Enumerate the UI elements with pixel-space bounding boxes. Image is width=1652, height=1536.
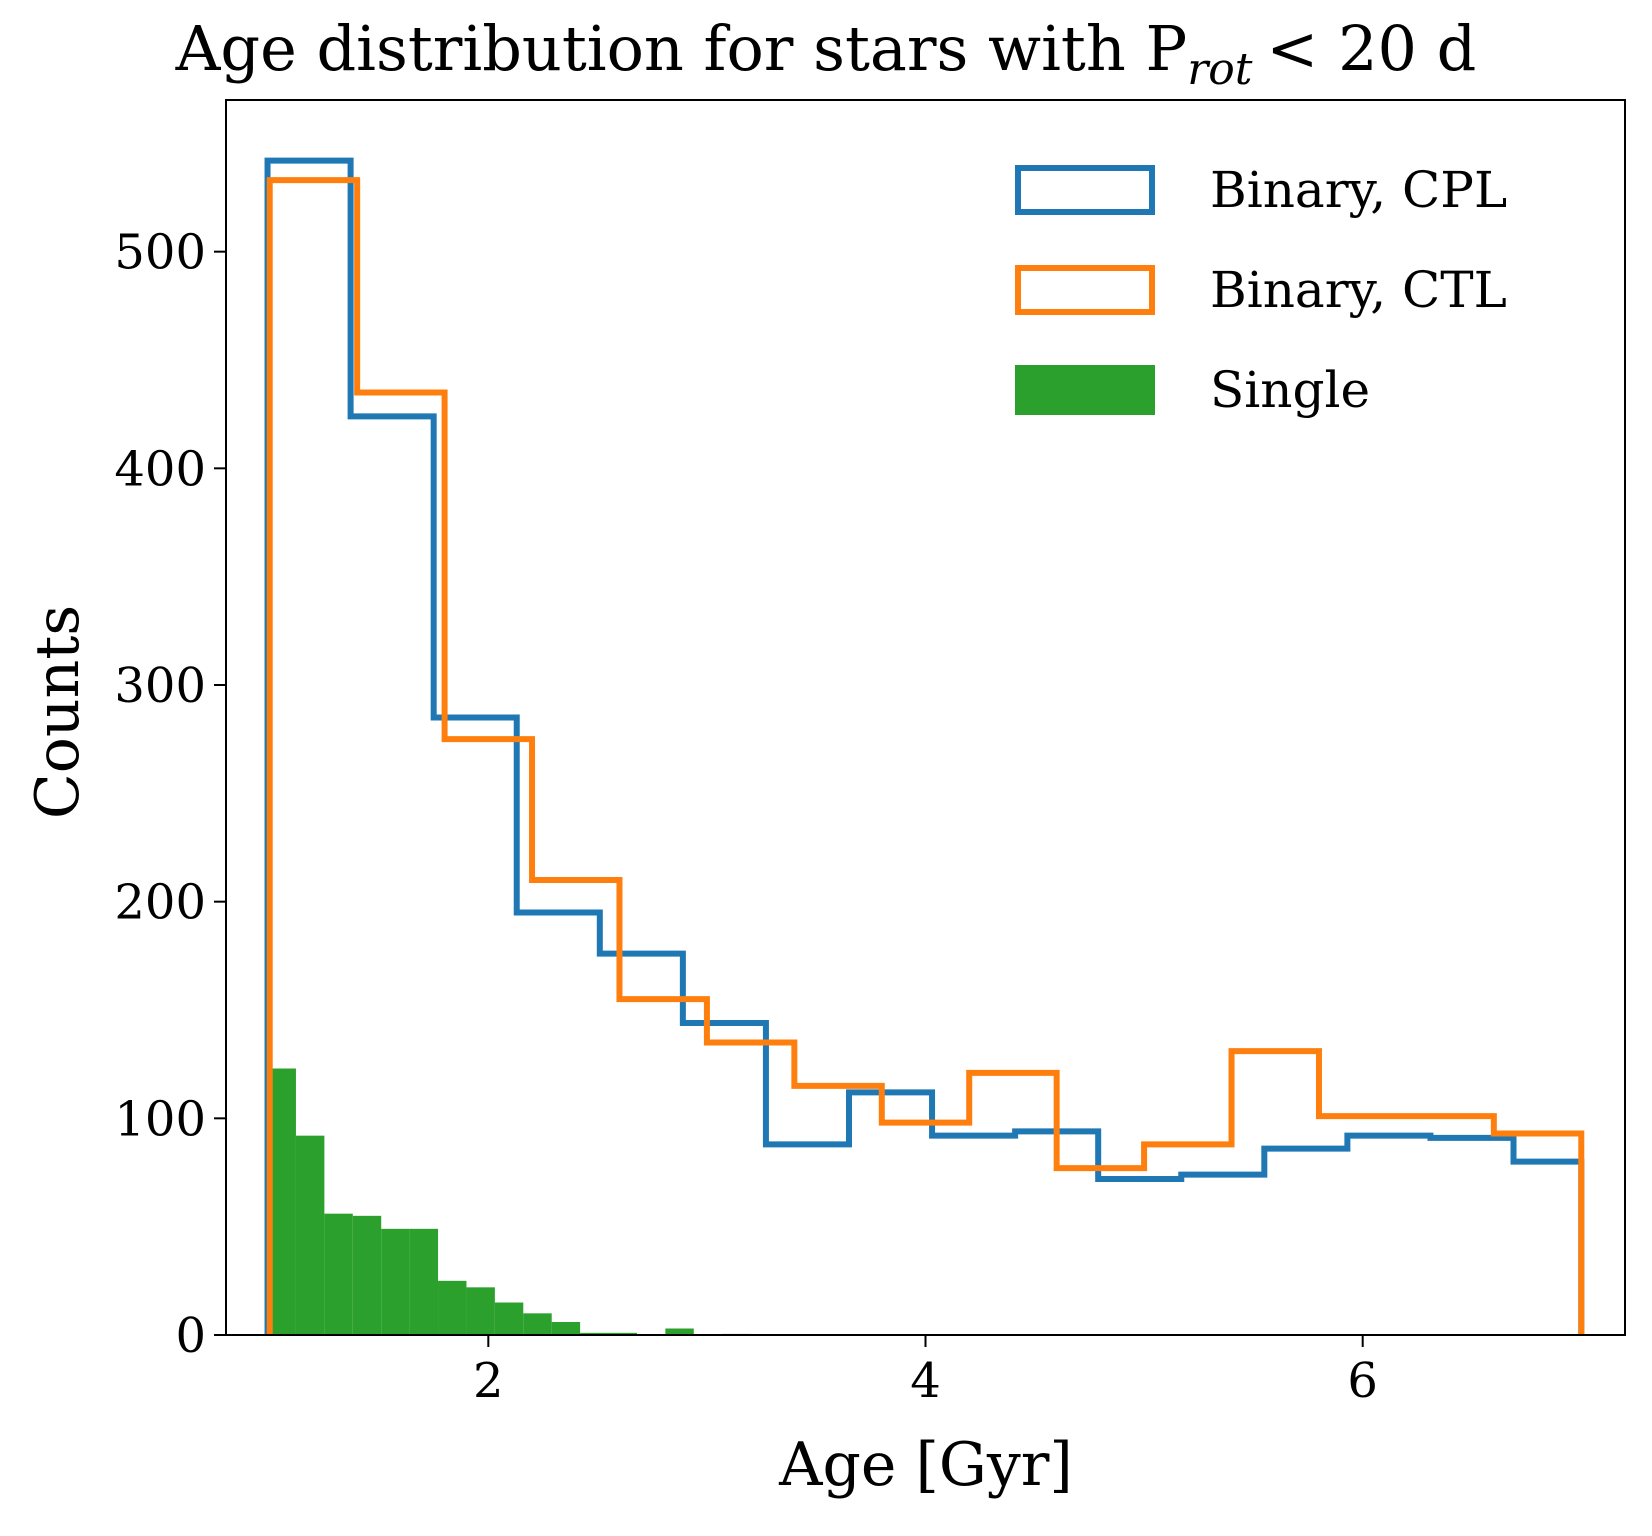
histogram-bar xyxy=(580,1332,609,1335)
legend: Binary, CPL Binary, CTL Single xyxy=(1015,161,1507,419)
histogram-bar xyxy=(381,1228,410,1335)
histogram-bar xyxy=(409,1228,439,1335)
chart-title: Age distribution for stars with Prot < 20… xyxy=(175,12,1477,95)
legend-swatch xyxy=(1015,265,1155,315)
y-tick-label: 400 xyxy=(114,441,206,497)
histogram-bar xyxy=(324,1213,353,1335)
y-tick-label: 300 xyxy=(114,658,206,714)
histogram-bar xyxy=(608,1332,637,1335)
histogram-bar xyxy=(665,1328,694,1335)
histogram-bar xyxy=(494,1302,524,1335)
histogram-step-line xyxy=(264,157,1585,1335)
y-tick-label: 100 xyxy=(114,1091,206,1147)
series-binary-cpl xyxy=(264,157,1585,1335)
y-axis-label: Counts xyxy=(23,605,93,819)
x-axis-label: Age [Gyr] xyxy=(778,1430,1073,1500)
chart-title-subscript: rot xyxy=(1187,44,1253,95)
histogram-bar xyxy=(523,1313,552,1335)
legend-label: Binary, CTL xyxy=(1210,261,1507,319)
histogram-bar xyxy=(466,1287,495,1335)
x-tick-label: 2 xyxy=(473,1353,504,1409)
histogram-bar xyxy=(352,1215,382,1335)
y-tick-label: 0 xyxy=(175,1308,206,1364)
histogram-bar xyxy=(438,1280,467,1335)
y-tick-label: 500 xyxy=(114,225,206,281)
legend-swatch xyxy=(1015,365,1155,415)
legend-label: Binary, CPL xyxy=(1210,161,1507,219)
legend-item-binary-ctl: Binary, CTL xyxy=(1015,261,1507,319)
x-tick-label: 4 xyxy=(910,1353,941,1409)
axes: 2 4 6 0 100 200 300 400 500 xyxy=(114,99,1626,1409)
y-tick-label: 200 xyxy=(114,875,206,931)
legend-swatch xyxy=(1015,165,1155,215)
legend-label: Single xyxy=(1210,361,1370,419)
histogram-bar xyxy=(551,1322,581,1335)
histogram-step-line xyxy=(266,177,1585,1335)
legend-item-single: Single xyxy=(1015,361,1370,419)
chart-title-suffix: < 20 d xyxy=(1266,12,1476,85)
series-single xyxy=(267,1068,751,1335)
legend-item-binary-cpl: Binary, CPL xyxy=(1015,161,1507,219)
histogram-bar xyxy=(295,1135,325,1335)
series-binary-ctl xyxy=(266,177,1585,1335)
x-tick-label: 6 xyxy=(1347,1353,1378,1409)
plot-area xyxy=(264,157,1585,1335)
